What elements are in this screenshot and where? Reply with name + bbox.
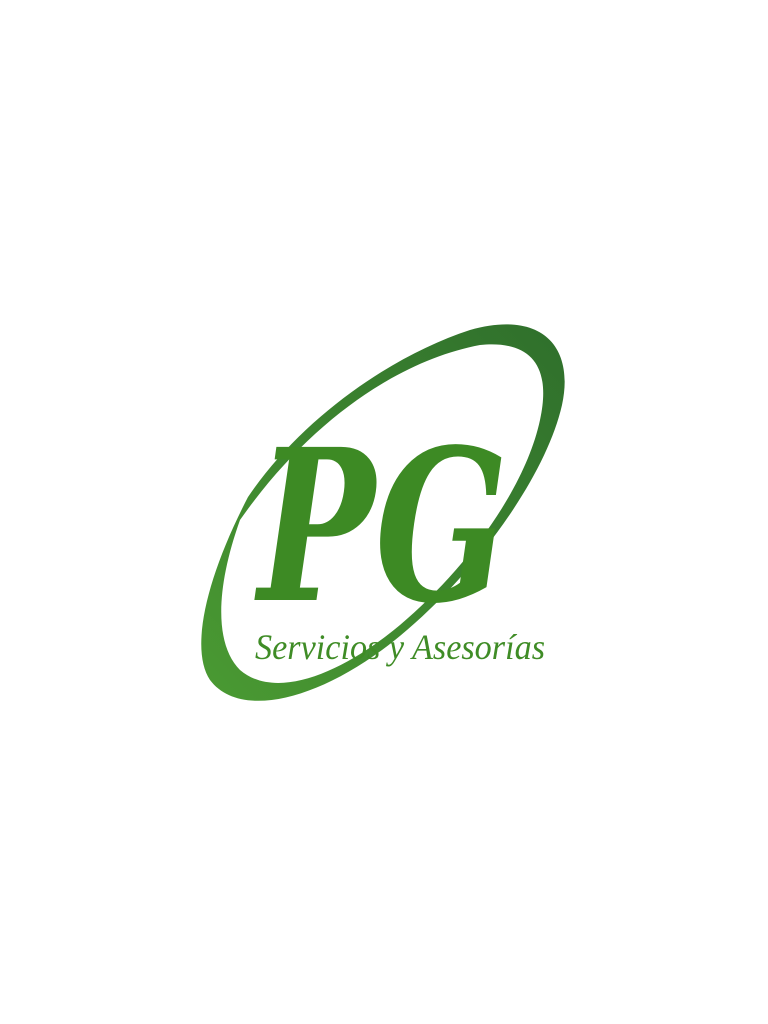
logo-tagline: Servicios y Asesorías (255, 627, 545, 667)
logo-monogram: PG (254, 403, 508, 650)
